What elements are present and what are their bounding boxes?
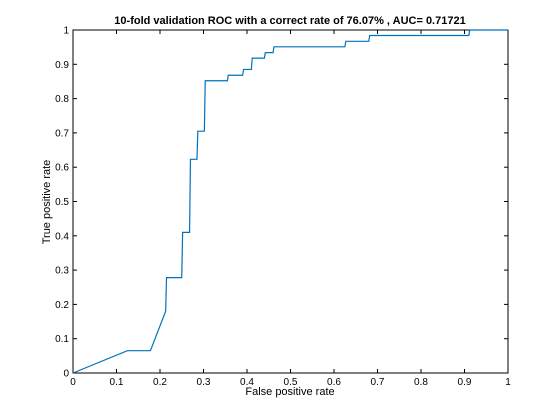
- roc-curve-line: [72, 29, 508, 374]
- x-tick-label: 0.8: [414, 377, 428, 388]
- series-layer: [72, 29, 508, 374]
- x-tick-label: 0.5: [284, 377, 298, 388]
- x-tick-label: 0.6: [327, 377, 341, 388]
- x-tick-label: 0: [70, 377, 76, 388]
- y-tick-label: 0.6: [55, 163, 69, 174]
- x-tick-label: 0.4: [240, 377, 254, 388]
- y-axis: 0 0.1 0.2 0.3 0.4 0.5 0.6 0.7 0.8 0.9 1: [55, 26, 508, 380]
- y-tick-label: 0.3: [55, 266, 69, 277]
- y-tick-label: 0.5: [55, 197, 69, 208]
- y-tick-label: 0.7: [55, 128, 69, 139]
- y-tick-label: 0.4: [55, 231, 69, 242]
- y-axis-label: True positive rate: [41, 160, 53, 245]
- x-tick-label: 0.2: [153, 377, 167, 388]
- y-tick-label: 0: [63, 369, 69, 380]
- x-tick-label: 0.1: [110, 377, 124, 388]
- x-tick-label: 0.3: [197, 377, 211, 388]
- chart-title: 10-fold validation ROC with a correct ra…: [114, 15, 465, 27]
- y-tick-label: 0.1: [55, 334, 69, 345]
- x-tick-label: 1: [505, 377, 511, 388]
- y-tick-label: 0.9: [55, 60, 69, 71]
- x-tick-label: 0.9: [458, 377, 472, 388]
- plot-area: 0 0.1 0.2 0.3 0.4 0.5 0.6 0.7 0.8 0.9 1 0 0.1 0.2 0.3…: [55, 26, 511, 389]
- y-tick-label: 0.8: [55, 94, 69, 105]
- x-axis-label: False positive rate: [245, 386, 334, 398]
- y-tick-label: 1: [63, 26, 69, 37]
- x-tick-label: 0.7: [371, 377, 385, 388]
- y-tick-label: 0.2: [55, 300, 69, 311]
- x-axis: 0 0.1 0.2 0.3 0.4 0.5 0.6 0.7 0.8 0.9 1: [70, 30, 511, 388]
